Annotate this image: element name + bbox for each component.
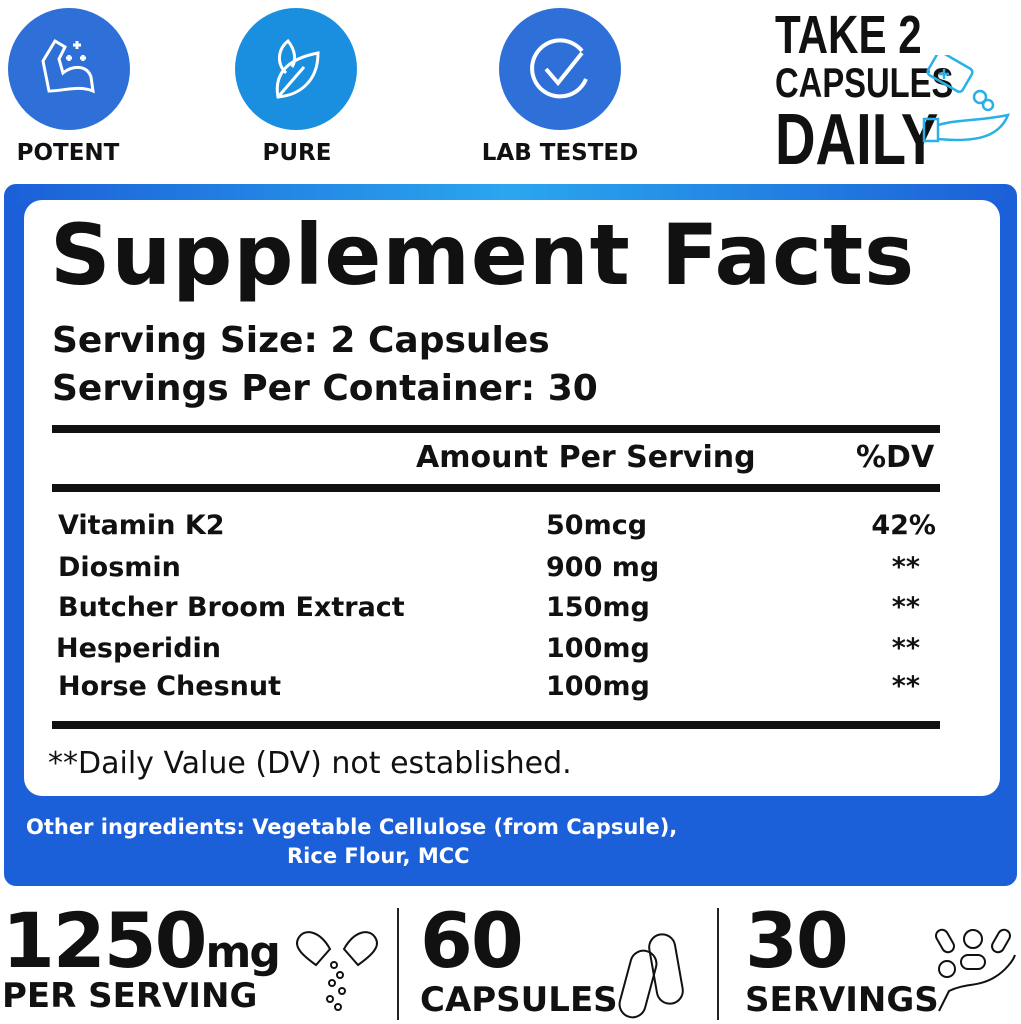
stat-servings-label: SERVINGS (745, 980, 939, 1020)
nutrient-name: Vitamin K2 (58, 510, 225, 541)
serving-size: Serving Size: 2 Capsules (52, 320, 550, 361)
nutrient-amount: 150mg (546, 592, 650, 623)
dosage-instructions: TAKE 2 CAPSULES DAILY (775, 8, 953, 176)
dosage-line-3: DAILY (775, 100, 939, 180)
flexed-arm-icon (41, 38, 95, 94)
servings-per-container: Servings Per Container: 30 (52, 368, 598, 409)
pure-label: PURE (262, 140, 332, 166)
nutrient-name: Diosmin (58, 552, 181, 583)
nutrient-amount: 100mg (546, 671, 650, 702)
nutrient-row: Butcher Broom Extract 150mg ** (58, 592, 938, 626)
nutrient-dv: ** (891, 592, 920, 623)
divider (52, 721, 940, 729)
serving-mg-unit: mg (205, 927, 281, 978)
facts-title: Supplement Facts (50, 206, 916, 304)
nutrient-row: Hesperidin 100mg ** (56, 633, 938, 667)
potent-badge (8, 8, 130, 130)
nutrient-name: Horse Chesnut (58, 671, 282, 702)
divider (52, 425, 940, 433)
stat-divider (397, 908, 399, 1020)
stat-divider (717, 908, 719, 1020)
other-ingredients-line-1: Other ingredients: Vegetable Cellulose (… (26, 815, 678, 839)
nutrient-amount: 50mcg (546, 510, 648, 541)
check-circle-icon (530, 38, 588, 99)
capsules-icon (618, 933, 684, 1019)
nutrient-amount: 900 mg (546, 552, 660, 583)
nutrient-dv: ** (891, 671, 920, 702)
nutrient-name: Hesperidin (56, 633, 221, 664)
nutrient-amount: 100mg (546, 633, 650, 664)
supplement-facts-label (24, 200, 1000, 796)
nutrient-row: Diosmin 900 mg ** (58, 552, 938, 586)
open-capsule-icon (296, 931, 378, 1011)
col-amount-header: Amount Per Serving (416, 440, 756, 475)
stat-serving-label: PER SERVING (2, 976, 258, 1016)
lab-tested-badge (499, 8, 621, 130)
hand-pill-bottle-icon (922, 55, 1011, 143)
nutrient-row: Vitamin K2 50mcg 42% (58, 510, 938, 544)
pure-badge (235, 8, 357, 130)
stat-serving-value: 1250mg (2, 896, 281, 985)
footnote: **Daily Value (DV) not established. (48, 746, 572, 781)
stat-servings-value: 30 (745, 896, 849, 985)
lab-tested-label: LAB TESTED (481, 140, 639, 166)
nutrient-dv: 42% (871, 510, 936, 541)
nutrient-row: Horse Chesnut 100mg ** (58, 671, 938, 705)
serving-mg-value: 1250 (2, 896, 208, 985)
stat-capsules-label: CAPSULES (420, 980, 618, 1020)
potent-label: POTENT (16, 140, 120, 166)
nutrient-dv: ** (891, 633, 920, 664)
leaf-icon (275, 38, 320, 99)
hand-pills-icon (935, 928, 1016, 1012)
dosage-line-1: TAKE 2 (775, 5, 922, 65)
nutrient-dv: ** (891, 552, 920, 583)
stat-capsules-value: 60 (420, 896, 524, 985)
divider (52, 484, 940, 492)
nutrient-name: Butcher Broom Extract (58, 592, 405, 623)
col-dv-header: %DV (856, 440, 935, 475)
dosage-line-2: CAPSULES (775, 59, 954, 106)
other-ingredients-line-2: Rice Flour, MCC (287, 844, 470, 868)
